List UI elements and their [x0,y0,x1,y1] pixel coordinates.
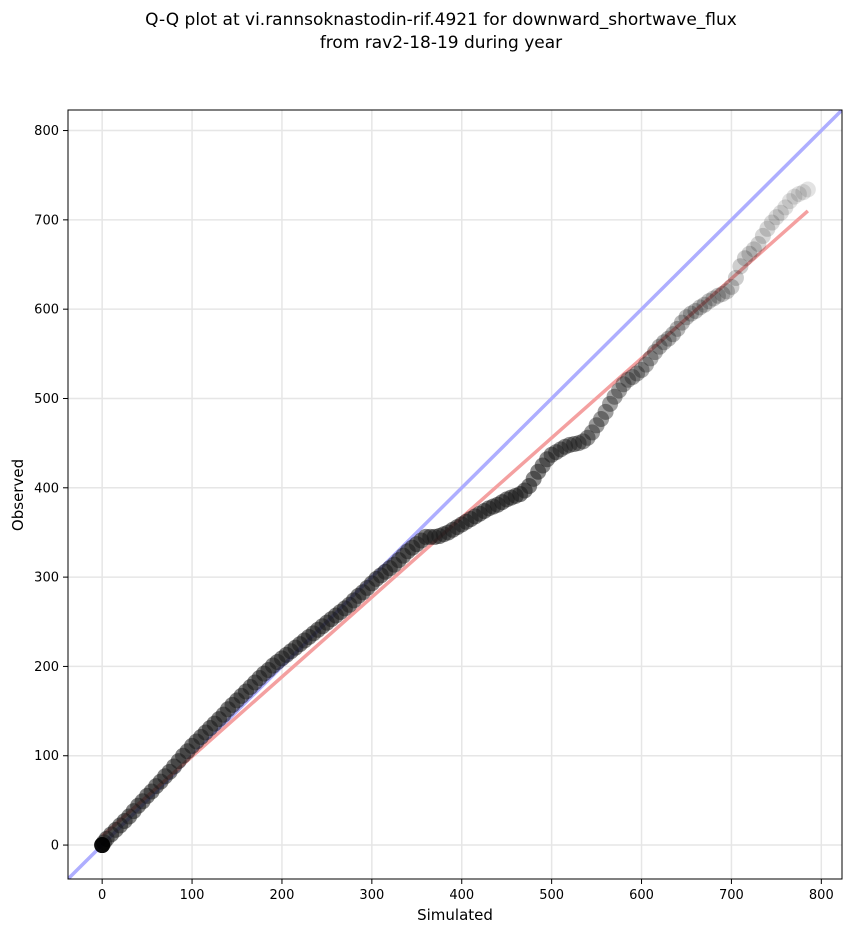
x-axis-label: Simulated [417,906,493,924]
y-tick-label: 200 [34,660,59,675]
data-point [557,438,574,455]
data-point [543,446,560,463]
data-point [786,188,803,205]
data-point [745,241,762,258]
y-tick-label: 400 [34,481,59,496]
x-tick-label: 500 [539,888,564,903]
data-point [561,436,578,453]
x-axis: 0 100 200 300 400 500 600 700 800 [98,879,834,903]
data-point [593,411,610,428]
y-tick-label: 0 [51,839,59,854]
data-point [656,334,673,351]
data-point [548,444,565,461]
data-point [566,436,583,453]
data-point [673,314,690,331]
data-point [669,320,686,337]
y-tick-label: 300 [34,571,59,586]
data-point [682,305,699,322]
data-point [723,278,740,295]
y-tick-label: 500 [34,392,59,407]
data-point [799,181,816,198]
grid [68,110,842,879]
data-point [570,435,587,452]
y-tick-label: 100 [34,749,59,764]
x-tick-label: 0 [98,888,106,903]
data-point [660,330,677,347]
data-point [718,283,735,300]
data-points [94,181,816,854]
data-point [768,209,785,226]
data-point [651,338,668,355]
x-tick-label: 200 [270,888,295,903]
data-point [714,285,731,302]
data-point [790,185,807,202]
data-point [732,258,749,275]
data-point [588,417,605,434]
y-axis: 0 100 200 300 400 500 600 700 800 [34,124,68,854]
data-point [642,350,659,367]
data-point [678,309,695,326]
data-point [736,250,753,267]
x-tick-label: 300 [359,888,384,903]
data-point [750,235,767,252]
data-point [705,290,722,307]
data-point [597,403,614,420]
chart-title-line1: Q-Q plot at vi.rannsoknastodin-rif.4921 … [145,10,737,30]
data-point [602,395,619,412]
data-point [552,441,569,458]
data-point [777,199,794,216]
data-point [727,269,744,286]
chart-title-line2: from rav2-18-19 during year [320,33,562,53]
data-point [575,433,592,450]
plot-frame [67,109,843,880]
data-point [638,356,655,373]
data-point [633,361,650,378]
data-point [691,299,708,316]
data-point [763,214,780,231]
y-tick-label: 800 [34,124,59,139]
data-point [615,376,632,393]
data-point [759,220,776,237]
data-point [754,227,771,244]
data-point [781,193,798,210]
data-point [579,429,596,446]
data-point [624,369,641,386]
data-point [94,837,111,854]
x-tick-label: 400 [449,888,474,903]
x-tick-label: 100 [180,888,205,903]
data-point [709,287,726,304]
data-point [611,382,628,399]
data-point [647,344,664,361]
data-point [700,293,717,310]
data-point [687,302,704,319]
data-point [606,388,623,405]
data-point [795,184,812,201]
data-point [664,326,681,343]
data-point [584,424,601,441]
data-point [741,245,758,262]
data-point [772,204,789,221]
x-tick-label: 600 [629,888,654,903]
x-tick-label: 800 [809,888,834,903]
x-tick-label: 700 [719,888,744,903]
y-tick-label: 600 [34,303,59,318]
y-axis-label: Observed [9,459,27,531]
y-tick-label: 700 [34,213,59,228]
data-point [696,296,713,313]
data-point [629,365,646,382]
data-point [620,371,637,388]
